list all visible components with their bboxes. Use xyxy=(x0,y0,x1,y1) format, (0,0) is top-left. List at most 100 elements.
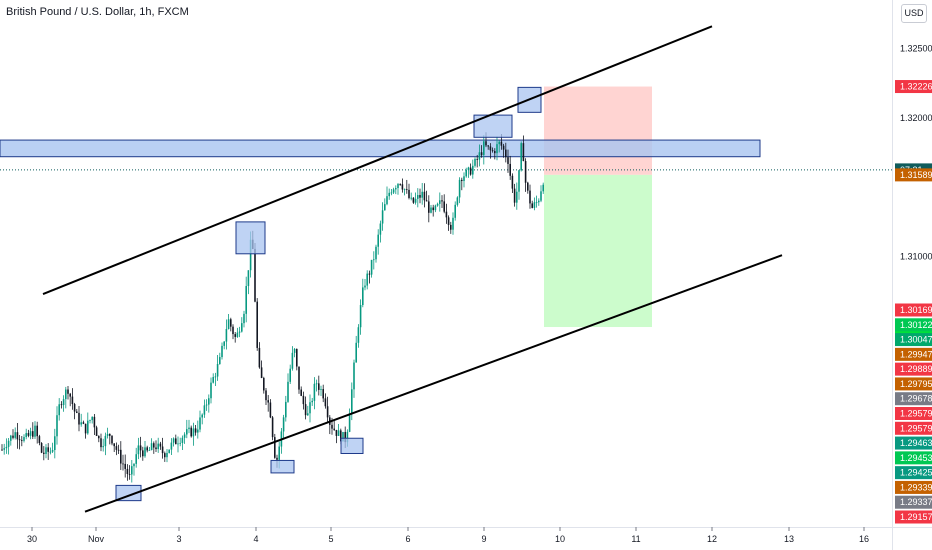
candle-body xyxy=(111,435,113,444)
candle-body xyxy=(410,197,412,199)
candle-body xyxy=(419,195,421,198)
candle-body xyxy=(461,179,463,182)
candle-body xyxy=(313,383,316,401)
symbol-title: British Pound / U.S. Dollar, 1h, FXCM xyxy=(6,6,189,18)
candle-body xyxy=(478,152,481,160)
pivot-marker-4[interactable] xyxy=(340,437,364,454)
candle-body xyxy=(124,463,126,469)
candle-body xyxy=(137,445,140,455)
x-tick-label: 10 xyxy=(555,534,565,544)
indicator-badge xyxy=(895,436,932,450)
candle-body xyxy=(1,449,3,451)
candle-body xyxy=(128,473,131,475)
candle-body xyxy=(450,224,452,230)
candle-body xyxy=(443,201,445,212)
candle-body xyxy=(293,349,296,353)
candle-body xyxy=(513,188,516,203)
candle-body xyxy=(144,447,146,457)
candle-body xyxy=(172,438,175,443)
x-tick-label: 3 xyxy=(176,534,181,544)
candle-body xyxy=(278,446,280,460)
candle-body xyxy=(364,285,366,288)
candle-body xyxy=(434,205,437,211)
indicator-badge-text: 1.30047 xyxy=(900,335,932,345)
candle-body xyxy=(500,141,503,146)
candle-body xyxy=(291,352,294,369)
currency-button[interactable]: USD xyxy=(901,4,927,23)
indicator-badge xyxy=(895,318,932,332)
indicator-badge-text: 1.29339 xyxy=(900,482,932,492)
candle-body xyxy=(491,150,494,152)
candle-body xyxy=(7,440,10,447)
candle-body xyxy=(40,443,43,453)
candle-body xyxy=(221,345,223,358)
candle-body xyxy=(344,432,346,443)
candle-body xyxy=(208,398,210,405)
pivot-marker-1[interactable] xyxy=(115,484,142,502)
candle-body xyxy=(56,415,58,437)
candle-body xyxy=(533,202,536,208)
candle-body xyxy=(142,450,144,457)
indicator-badge xyxy=(895,347,932,361)
candle-body xyxy=(487,145,489,147)
indicator-badge-text: 1.29579 xyxy=(900,423,932,433)
candle-body xyxy=(463,176,465,182)
indicator-badge-text: 1.29337 xyxy=(900,497,932,507)
candle-body xyxy=(379,223,382,235)
candle-body xyxy=(78,412,80,425)
candle-body xyxy=(412,197,415,203)
channel-upper-line[interactable] xyxy=(42,25,713,295)
x-tick-label: 4 xyxy=(253,534,258,544)
candle-body xyxy=(296,349,298,367)
x-tick-label: 11 xyxy=(631,534,640,544)
candle-body xyxy=(93,416,96,428)
candle-body xyxy=(302,395,305,405)
candle-body xyxy=(126,468,129,474)
pivot-marker-2[interactable] xyxy=(235,221,266,255)
stop-loss-zone[interactable] xyxy=(544,86,652,175)
candle-body xyxy=(452,217,454,230)
candle-body xyxy=(524,161,527,183)
candle-body xyxy=(203,405,206,415)
candle-body xyxy=(166,452,168,458)
candle-body xyxy=(370,259,373,275)
candle-body xyxy=(366,273,368,286)
candle-body xyxy=(331,424,333,429)
resistance-zone[interactable] xyxy=(0,139,761,158)
candle-body xyxy=(102,446,104,448)
channel-lower-line[interactable] xyxy=(84,254,783,513)
indicator-badge-text: 1.29678 xyxy=(900,394,932,404)
indicator-badge-text: 1.29463 xyxy=(900,438,932,448)
candle-body xyxy=(326,406,329,418)
indicator-badge xyxy=(895,407,932,420)
candle-body xyxy=(67,389,69,394)
candle-body xyxy=(458,179,461,198)
pivot-marker-3[interactable] xyxy=(270,459,295,474)
candle-body xyxy=(507,157,509,164)
candle-body xyxy=(362,287,364,306)
take-profit-zone[interactable] xyxy=(544,174,652,328)
candle-body xyxy=(522,143,525,162)
candle-body xyxy=(10,435,12,441)
candle-body xyxy=(139,445,142,451)
candle-body xyxy=(315,383,318,385)
pivot-marker-5[interactable] xyxy=(473,114,513,138)
candle-body xyxy=(245,286,247,314)
candle-body xyxy=(223,341,225,346)
candle-body xyxy=(254,248,256,302)
candle-body xyxy=(474,158,476,166)
candle-body xyxy=(406,189,408,191)
candle-body xyxy=(45,447,47,454)
y-tick-label: 1.32500 xyxy=(900,44,932,54)
candle-body xyxy=(131,466,133,475)
candle-body xyxy=(322,389,324,399)
candle-body xyxy=(241,323,243,332)
candle-body xyxy=(304,404,307,416)
candle-body xyxy=(36,425,38,437)
candle-body xyxy=(260,367,263,378)
candle-body xyxy=(34,425,36,437)
candle-body xyxy=(439,200,441,204)
candle-body xyxy=(159,443,162,447)
